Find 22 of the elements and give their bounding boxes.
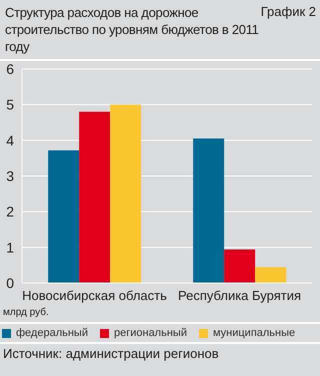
y-tick-label: 1	[6, 239, 14, 256]
legend-label: региональный	[112, 327, 187, 339]
bar	[255, 267, 286, 283]
y-tick-label: 2	[6, 204, 14, 220]
legend-label: федеральный	[15, 327, 88, 339]
chart-title: Структура расходов на дорожное строительство по уровням бюджетов в 2011 году	[5, 4, 260, 56]
y-tick-label: 4	[6, 132, 14, 148]
y-axis-title: млрд руб.	[2, 306, 50, 320]
bar	[79, 112, 110, 283]
y-tick-label: 3	[6, 168, 14, 184]
y-tick-label: 5	[6, 96, 14, 113]
bar	[224, 249, 256, 283]
y-tick-label: 6	[6, 60, 14, 77]
bar	[48, 150, 80, 283]
x-tick-label: Новосибирская область	[22, 288, 168, 304]
legend-label: муниципальные	[212, 327, 296, 339]
x-tick-label: Республика Бурятия	[178, 288, 302, 304]
bar	[110, 104, 142, 283]
text: Источник: администрации регионов	[2, 345, 220, 363]
bar	[193, 138, 224, 283]
y-tick-label: 0	[6, 274, 14, 291]
chart-subtitle: График 2	[260, 4, 316, 21]
